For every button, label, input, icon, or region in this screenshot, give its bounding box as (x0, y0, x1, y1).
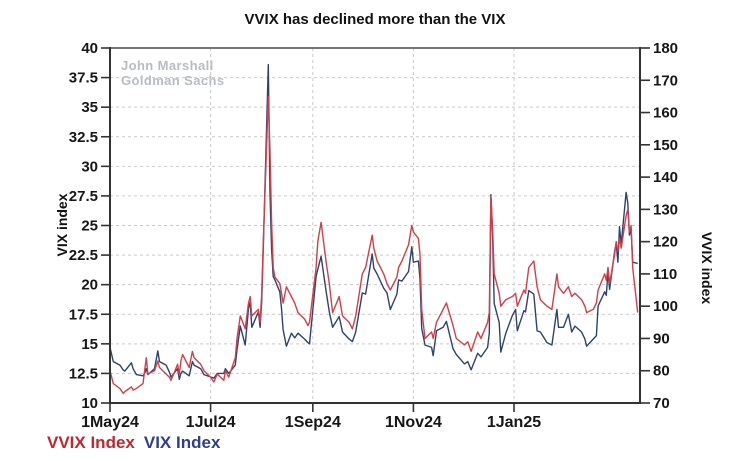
watermark-line-2: Goldman Sachs (121, 73, 225, 88)
y-right-tick-label: 90 (653, 330, 670, 347)
y-right-tick-label: 160 (653, 105, 678, 122)
y-right-tick-label: 120 (653, 234, 678, 251)
y-right-tick-label: 80 (653, 363, 670, 380)
y-left-tick-label: 32.5 (69, 129, 98, 146)
y-right-tick-label: 180 (653, 40, 678, 57)
y-right-tick-label: 170 (653, 72, 678, 89)
x-tick-label: 1Jan25 (487, 414, 541, 431)
vvix-line (109, 95, 639, 394)
y-left-tick-label: 17.5 (69, 306, 98, 323)
vix-line (109, 63, 638, 380)
watermark: John Marshall Goldman Sachs (121, 58, 224, 88)
y-left-tick-label: 30 (81, 158, 98, 175)
y-left-tick-label: 40 (81, 40, 98, 57)
legend-item-vix: VIX Index (143, 433, 221, 452)
x-tick-label: 1Jul24 (186, 414, 236, 431)
y-right-tick-label: 70 (653, 395, 670, 412)
y-left-tick-label: 10 (81, 395, 98, 412)
y-left-tick-label: 35 (81, 99, 98, 116)
legend: VVIX Index VIX Index (47, 433, 220, 453)
y-right-tick-label: 130 (653, 201, 678, 218)
y-left-tick-label: 22.5 (69, 247, 98, 264)
y-left-tick-label: 20 (81, 277, 98, 294)
y-left-tick-label: 12.5 (69, 365, 98, 382)
chart-title: VVIX has declined more than the VIX (244, 11, 506, 28)
y-right-tick-label: 110 (653, 266, 677, 283)
y-left-tick-label: 25 (81, 218, 98, 235)
y-left-tick-label: 27.5 (69, 188, 98, 205)
y-left-tick-label: 15 (81, 336, 98, 353)
y-right-tick-label: 150 (653, 137, 678, 154)
x-tick-label: 1Sep24 (285, 414, 341, 431)
y-left-tick-label: 37.5 (69, 70, 98, 87)
x-tick-label: 1May24 (81, 414, 139, 431)
legend-item-vvix: VVIX Index (47, 433, 135, 452)
x-tick-label: 1Nov24 (385, 414, 442, 431)
y-right-tick-label: 140 (653, 169, 678, 186)
watermark-line-1: John Marshall (121, 58, 214, 73)
y-right-tick-label: 100 (653, 298, 678, 315)
